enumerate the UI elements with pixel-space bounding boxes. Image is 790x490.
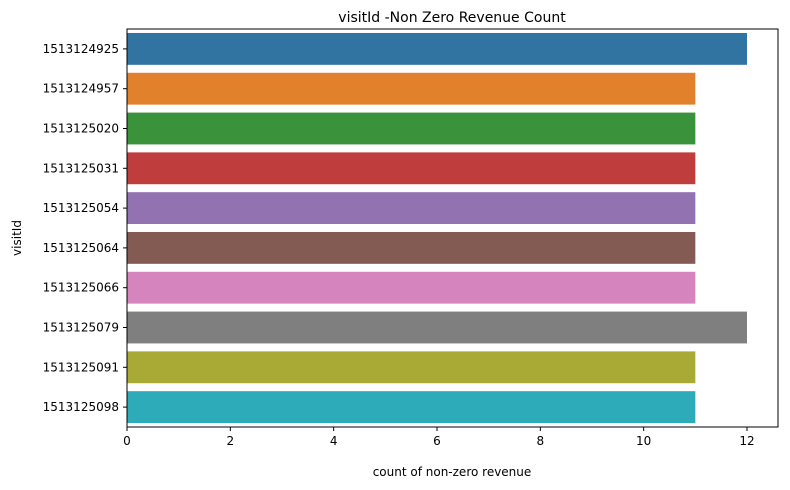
bar-1513125031: [127, 152, 696, 185]
y-tick-label: 1513125054: [43, 201, 119, 215]
bar-1513125054: [127, 192, 696, 225]
plot-frame: [126, 28, 779, 428]
bar-1513124957: [127, 72, 696, 105]
bar-1513124925: [127, 32, 747, 65]
x-tick-label: 8: [537, 434, 545, 448]
y-tick-label: 1513125079: [43, 321, 119, 335]
y-tick-label: 1513124925: [43, 42, 119, 56]
bar-1513125020: [127, 112, 696, 145]
x-tick-label: 2: [227, 434, 235, 448]
x-axis-ticks: 0 2 4 6 8 10 12: [123, 427, 755, 448]
x-tick-label: 12: [739, 434, 754, 448]
bar-1513125098: [127, 391, 696, 424]
x-tick-label: 10: [636, 434, 651, 448]
y-tick-label: 1513125031: [43, 161, 119, 175]
x-axis-label: count of non-zero revenue: [373, 465, 532, 479]
y-tick-label: 1513125091: [43, 360, 119, 374]
bars-group: [127, 32, 747, 424]
y-axis-label: visitId: [10, 220, 24, 256]
y-tick-label: 1513125064: [43, 241, 119, 255]
chart-title: visitId -Non Zero Revenue Count: [338, 10, 566, 26]
bar-1513125079: [127, 311, 747, 344]
y-tick-label: 1513124957: [43, 82, 119, 96]
y-axis-ticks: 1513124925 1513124957 1513125020 1513125031…: [43, 42, 127, 414]
bar-1513125064: [127, 231, 696, 264]
x-tick-label: 6: [433, 434, 441, 448]
x-tick-label: 4: [330, 434, 338, 448]
bar-1513125091: [127, 351, 696, 384]
bar-1513125066: [127, 271, 696, 304]
y-tick-label: 1513125066: [43, 281, 119, 295]
x-tick-label: 0: [123, 434, 131, 448]
y-tick-label: 1513125020: [43, 122, 119, 136]
y-tick-label: 1513125098: [43, 400, 119, 414]
